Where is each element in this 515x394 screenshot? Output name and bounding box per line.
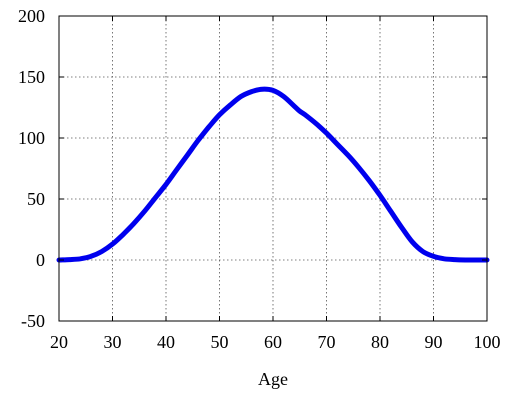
x-tick-label: 60 [264, 332, 282, 352]
x-tick-label: 70 [318, 332, 336, 352]
y-tick-label: 200 [18, 6, 45, 26]
y-tick-label: 100 [18, 128, 45, 148]
x-tick-label: 50 [211, 332, 229, 352]
series-layer [56, 86, 490, 263]
y-tick-label: 0 [36, 250, 45, 270]
y-tick-label: 150 [18, 67, 45, 87]
y-tick-label: 50 [27, 189, 45, 209]
ticks [58, 15, 488, 322]
x-tick-label: 90 [425, 332, 443, 352]
x-tick-label: 30 [104, 332, 122, 352]
grid [59, 16, 487, 321]
x-tick-label: 100 [474, 332, 501, 352]
x-tick-label: 80 [371, 332, 389, 352]
y-tick-label: -50 [21, 311, 45, 331]
series-line [56, 86, 490, 263]
tick-labels: 20 30 40 50 60 70 80 90 100 -50 0 50 100 150 200 [18, 6, 501, 352]
x-tick-label: 40 [157, 332, 175, 352]
x-axis-label: Age [258, 369, 288, 389]
x-tick-label: 20 [50, 332, 68, 352]
